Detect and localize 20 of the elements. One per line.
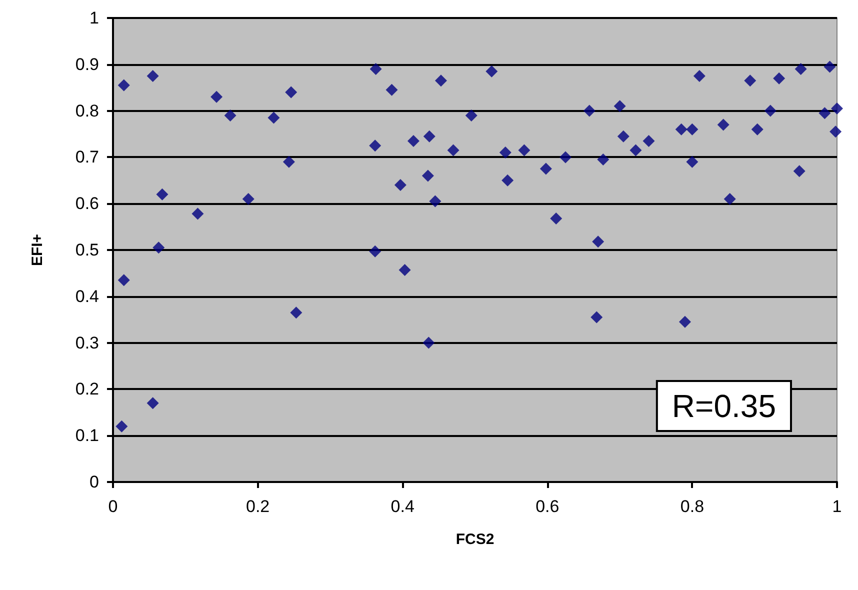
x-tick-label: 0.4	[390, 497, 414, 516]
y-tick-label: 0.8	[75, 101, 99, 120]
x-tick-label: 0.8	[680, 497, 704, 516]
x-axis-title: FCS2	[456, 531, 494, 548]
y-tick-label: 0.4	[75, 286, 99, 306]
y-tick-label: 0	[90, 472, 99, 492]
y-tick-label: 0.3	[75, 333, 99, 352]
x-tick-label: 1	[832, 497, 842, 516]
x-tick-label: 0	[108, 497, 118, 516]
y-axis-title: EFI+	[29, 234, 46, 266]
y-tick-label: 0.5	[75, 240, 99, 260]
y-tick-label: 1	[90, 8, 99, 28]
annotation: R=0.35	[672, 388, 776, 424]
x-tick-label: 0.6	[536, 497, 560, 516]
x-tick-label: 0.2	[246, 497, 270, 516]
y-tick-label: 0.9	[75, 54, 99, 74]
y-tick-label: 0.6	[75, 194, 99, 214]
y-tick-label: 0.7	[75, 148, 99, 167]
y-tick-label: 0.2	[75, 380, 99, 399]
y-tick-label: 0.1	[75, 426, 99, 446]
